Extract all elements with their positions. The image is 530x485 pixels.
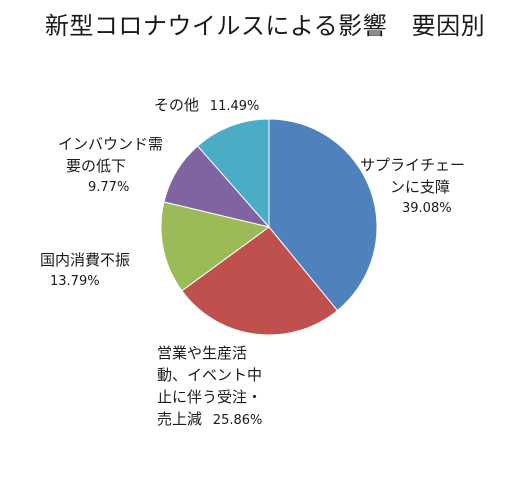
slice-label-line: 要の低下 [66, 157, 127, 175]
slice-label-line: 止に伴う受注・ [157, 388, 263, 406]
slice-label-line: その他 [154, 96, 200, 114]
slice-label-line: ンに支障 [390, 178, 451, 196]
pie-slice-supply-chain [268, 118, 378, 312]
slice-label-line: サプライチェー [360, 156, 466, 174]
slice-label-domestic-consumption: 国内消費不振 13.79% [40, 249, 130, 293]
slice-label-line: 動、イベント中 [157, 366, 263, 384]
slice-value-label: 13.79% [50, 274, 100, 289]
slice-value-label: 9.77% [88, 180, 130, 195]
slice-label-inbound-demand: インバウンド需 要の低下 9.77% [58, 133, 163, 199]
slice-value-label: 25.86% [212, 413, 263, 428]
pie-slice-sales-decline [181, 226, 339, 336]
slice-label-line: 営業や生産活 [157, 344, 248, 362]
chart-title: 新型コロナウイルスによる影響 要因別 [44, 12, 486, 40]
slice-value-label: 11.49% [209, 99, 260, 114]
pie-slice-other [196, 118, 270, 229]
slice-label-line: 売上減 [157, 410, 203, 428]
slice-label-sales-decline: 営業や生産活 動、イベント中 止に伴う受注・ 売上減 25.86% [157, 342, 262, 432]
slice-label-other: その他 11.49% [154, 94, 259, 118]
slice-value-label: 39.08% [402, 201, 452, 216]
pie-slice-domestic-consumption [160, 201, 271, 292]
slice-label-line: 国内消費不振 [40, 251, 131, 269]
slice-label-supply-chain: サプライチェー ンに支障 39.08% [360, 154, 465, 220]
slice-label-line: インバウンド需 [58, 135, 164, 153]
